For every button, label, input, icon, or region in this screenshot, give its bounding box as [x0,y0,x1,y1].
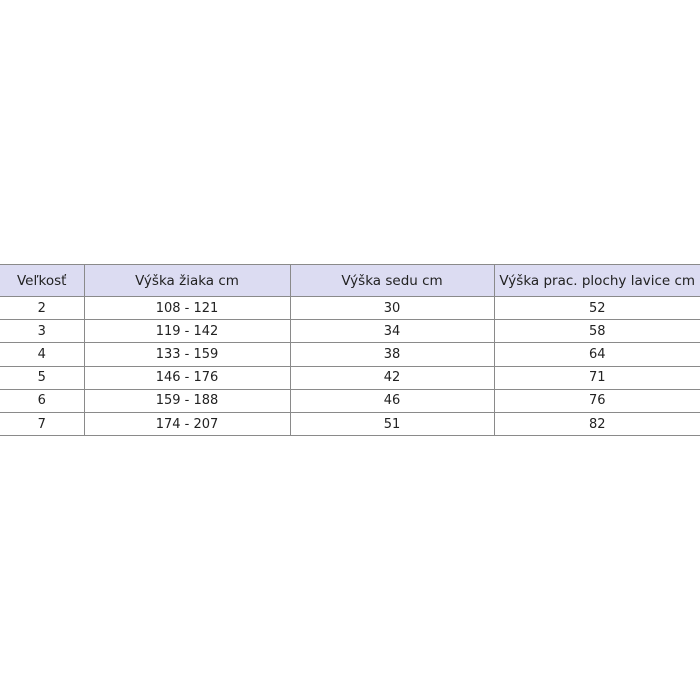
cell-student-height: 108 - 121 [83,295,291,321]
cell-desk-height: 58 [493,319,700,344]
cell-seat-height: 46 [289,388,495,413]
cell-seat-height: 42 [289,365,495,390]
table-header-row: Veľkosť Výška žiaka cm Výška sedu cm Výš… [0,264,700,297]
cell-student-height: 133 - 159 [83,342,291,367]
cell-seat-height: 38 [289,342,495,367]
cell-student-height: 174 - 207 [83,411,291,437]
cell-size: 5 [0,365,85,390]
table-row: 3 119 - 142 34 58 [0,319,700,344]
cell-seat-height: 51 [289,411,495,437]
header-desk-height: Výška prac. plochy lavice cm [493,264,700,297]
header-size: Veľkosť [0,264,85,297]
cell-desk-height: 82 [493,411,700,437]
table-row: 6 159 - 188 46 76 [0,388,700,413]
cell-student-height: 146 - 176 [83,365,291,390]
cell-size: 4 [0,342,85,367]
cell-student-height: 159 - 188 [83,388,291,413]
table-row: 5 146 - 176 42 71 [0,365,700,390]
table-row: 7 174 - 207 51 82 [0,411,700,437]
cell-seat-height: 34 [289,319,495,344]
cell-student-height: 119 - 142 [83,319,291,344]
cell-size: 7 [0,411,85,437]
cell-size: 2 [0,295,85,321]
header-student-height: Výška žiaka cm [83,264,291,297]
cell-desk-height: 71 [493,365,700,390]
cell-desk-height: 52 [493,295,700,321]
header-seat-height: Výška sedu cm [289,264,495,297]
cell-size: 6 [0,388,85,413]
size-table: Veľkosť Výška žiaka cm Výška sedu cm Výš… [0,264,700,437]
table-row: 2 108 - 121 30 52 [0,295,700,321]
cell-desk-height: 64 [493,342,700,367]
cell-desk-height: 76 [493,388,700,413]
table-row: 4 133 - 159 38 64 [0,342,700,367]
cell-seat-height: 30 [289,295,495,321]
cell-size: 3 [0,319,85,344]
